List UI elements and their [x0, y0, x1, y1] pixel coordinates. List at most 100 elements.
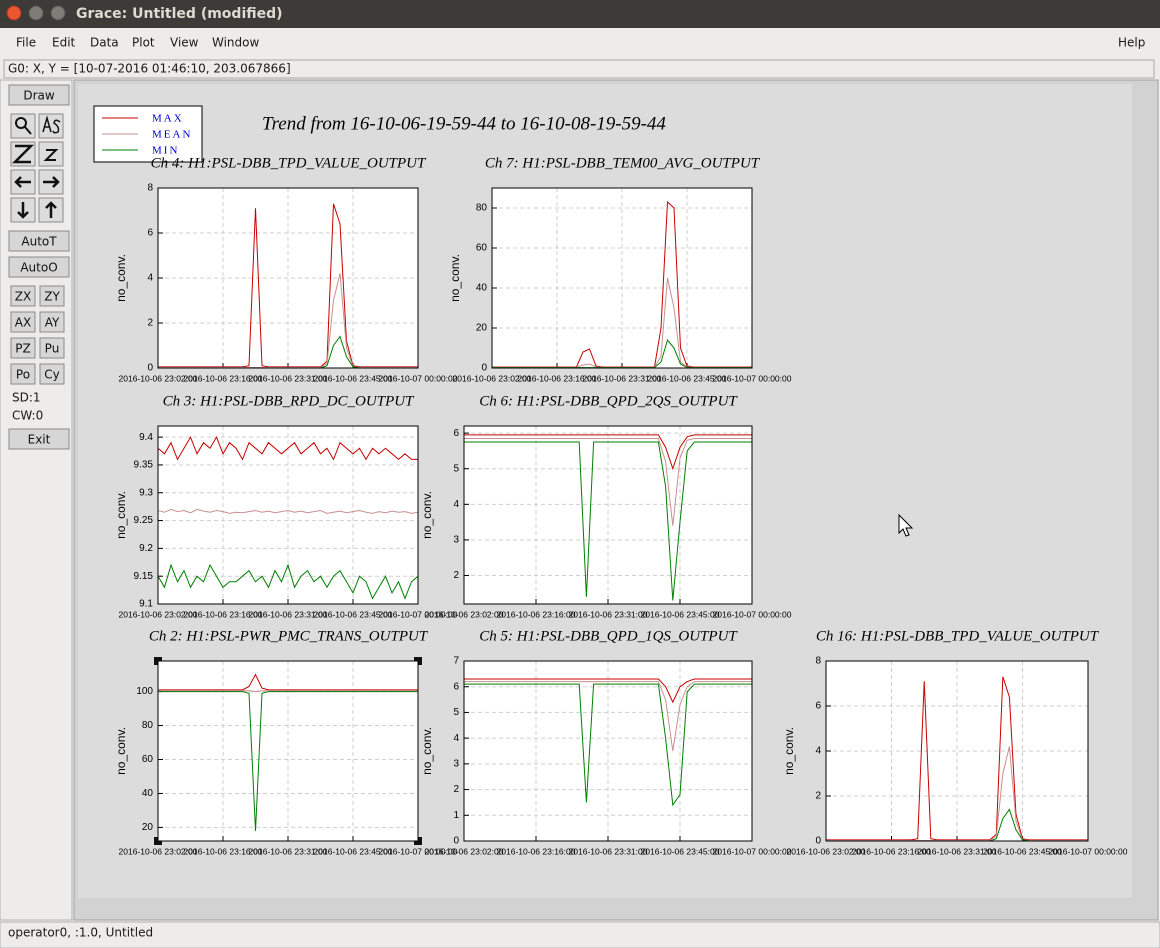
y-tick-label: 20	[476, 323, 488, 334]
right-arrow-icon	[43, 176, 60, 188]
plot-area	[464, 661, 752, 841]
button[interactable]	[10, 311, 36, 333]
chart-title: Ch 2: H1:PSL-PWR_PMC_TRANS_OUTPUT	[149, 628, 429, 644]
autoscale-icon	[42, 115, 61, 134]
x-tick-label: 2016-10-06 23:31:00	[249, 609, 328, 619]
button[interactable]	[8, 256, 70, 278]
x-tick-label: 2016-10-06 23:02:00	[119, 846, 198, 856]
locator-text: G0: X, Y = [10-07-2016 01:46:10, 203.067…	[8, 62, 291, 76]
menu-item[interactable]: File	[16, 36, 36, 50]
mouse-cursor	[898, 513, 914, 537]
plot-frame	[491, 187, 753, 369]
series-line	[157, 435, 418, 461]
button[interactable]	[39, 337, 65, 359]
y-tick-label: 6	[815, 701, 821, 712]
zoom-icon	[15, 117, 27, 129]
series-line	[464, 678, 752, 704]
series-line	[464, 681, 752, 752]
x-tick-label: 2016-10-06 23:45:00	[314, 609, 393, 619]
y-tick-label: 2	[453, 784, 459, 795]
x-tick-label: 2016-10-06 23:45:00	[641, 609, 720, 619]
y-axis-label: no_conv.	[114, 491, 128, 539]
x-tick-label: 2016-10-06 23:45:00	[648, 373, 727, 383]
menu-item[interactable]: Window	[212, 36, 260, 50]
x-tick-label: 2016-10-06 23:16:00	[184, 373, 263, 383]
x-tick-label: 2016-10-07 00:00:00	[1049, 846, 1128, 856]
button-label[interactable]: Pu	[45, 342, 60, 356]
x-tick-label: 2016-10-06 23:02:00	[119, 373, 198, 383]
button[interactable]	[39, 285, 65, 307]
button[interactable]	[39, 311, 65, 333]
y-axis-label: no_conv.	[114, 254, 128, 302]
button[interactable]	[10, 337, 36, 359]
button[interactable]	[8, 428, 70, 450]
y-axis-label: no_conv.	[782, 727, 796, 775]
x-tick-label: 2016-10-07 00:00:00	[379, 609, 458, 619]
x-tick-label: 2016-10-06 23:02:00	[425, 846, 504, 856]
series-line	[158, 203, 418, 368]
y-tick-label: 3	[453, 535, 459, 546]
plot-frame	[463, 425, 753, 605]
button[interactable]	[39, 363, 65, 385]
autoscale-button[interactable]	[38, 113, 64, 139]
button-label[interactable]: Exit	[28, 433, 51, 447]
y-tick-label: 0	[147, 363, 153, 374]
button-label[interactable]: Cy	[44, 368, 59, 382]
button-label[interactable]: AY	[45, 316, 60, 330]
x-tick-label: 2016-10-06 23:16:00	[497, 609, 576, 619]
menu-item[interactable]: Plot	[132, 36, 155, 50]
menu-item[interactable]: Data	[90, 36, 119, 50]
button[interactable]	[8, 230, 70, 252]
maximize-button[interactable]	[50, 5, 66, 21]
y-axis-label: no_conv.	[114, 727, 128, 775]
button-label[interactable]: AutoO	[20, 261, 57, 275]
y-tick-label: 4	[147, 273, 153, 284]
button-label[interactable]: Po	[16, 368, 30, 382]
x-tick-label: 2016-10-06 23:31:00	[569, 609, 648, 619]
y-tick-label: 9.4	[139, 432, 153, 443]
plot-frame	[157, 660, 419, 842]
minimize-button[interactable]	[28, 5, 44, 21]
y-tick-label: 100	[136, 686, 153, 697]
button-label[interactable]: AX	[15, 316, 31, 330]
y-tick-label: 9.15	[134, 571, 154, 582]
plot-area	[492, 188, 752, 368]
button-label[interactable]: AutoT	[21, 235, 57, 249]
y-tick-label: 4	[453, 733, 459, 744]
x-tick-label: 2016-10-07 00:00:00	[379, 846, 458, 856]
button-label[interactable]: Draw	[23, 89, 55, 103]
down-arrow-icon	[17, 202, 29, 219]
y-tick-label: 0	[815, 836, 821, 847]
x-tick-label: 2016-10-06 23:31:00	[569, 846, 648, 856]
button-label[interactable]: ZX	[15, 290, 31, 304]
close-button[interactable]	[6, 5, 22, 21]
y-tick-label: 60	[142, 754, 154, 765]
x-tick-label: 2016-10-06 23:31:00	[249, 373, 328, 383]
y-tick-label: 8	[815, 656, 821, 667]
x-tick-label: 2016-10-07 00:00:00	[713, 609, 792, 619]
series-line	[826, 676, 1088, 841]
y-tick-label: 6	[453, 428, 459, 439]
series-line	[464, 437, 752, 526]
y-tick-label: 6	[147, 228, 153, 239]
zoom-in-icon	[11, 144, 35, 164]
y-tick-label: 5	[453, 707, 459, 718]
y-tick-label: 80	[476, 203, 488, 214]
y-tick-label: 5	[453, 463, 459, 474]
menu-item[interactable]: Help	[1118, 36, 1145, 50]
y-tick-label: 0	[453, 836, 459, 847]
button[interactable]	[8, 84, 70, 106]
plot-area	[826, 661, 1088, 841]
button-label[interactable]: ZY	[44, 290, 60, 304]
menu-item[interactable]: Edit	[52, 36, 76, 50]
x-tick-label: 2016-10-06 23:45:00	[983, 846, 1062, 856]
button[interactable]	[10, 363, 36, 385]
y-tick-label: 4	[815, 746, 821, 757]
plot-title: Trend from 16-10-06-19-59-44 to 16-10-08…	[262, 113, 666, 134]
button[interactable]	[10, 285, 36, 307]
x-tick-label: 2016-10-06 23:45:00	[314, 373, 393, 383]
button-label[interactable]: PZ	[15, 342, 30, 356]
plot-frame	[463, 660, 753, 842]
menu-item[interactable]: View	[170, 36, 199, 50]
